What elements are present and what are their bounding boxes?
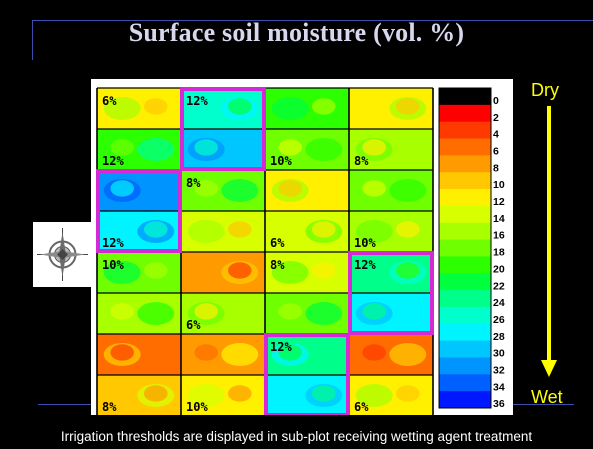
colorbar-swatch [439, 357, 491, 374]
threshold-label: 8% [102, 400, 117, 414]
moisture-texture [389, 343, 426, 366]
colorbar-swatch [439, 206, 491, 223]
colorbar-swatch [439, 105, 491, 122]
moisture-texture [228, 221, 252, 237]
colorbar-swatch [439, 273, 491, 290]
moisture-texture [305, 302, 342, 325]
moisture-texture [312, 221, 336, 237]
colorbar-swatch [439, 223, 491, 240]
colorbar-swatch [439, 256, 491, 273]
threshold-label: 8% [270, 258, 285, 272]
moisture-texture [272, 97, 309, 120]
moisture-texture [362, 344, 386, 360]
moisture-texture [396, 221, 420, 237]
colorbar-tick-label: 34 [493, 381, 505, 393]
colorbar-swatch [439, 122, 491, 139]
colorbar-swatch [439, 391, 491, 408]
threshold-label: 8% [186, 176, 201, 190]
moisture-texture [312, 262, 336, 278]
colorbar-swatch [439, 324, 491, 341]
moisture-texture [110, 180, 134, 196]
dry-label: Dry [531, 80, 559, 101]
threshold-label: 10% [102, 258, 124, 272]
colorbar-tick-label: 8 [493, 162, 499, 174]
moisture-texture [144, 262, 168, 278]
threshold-label: 6% [270, 236, 285, 250]
colorbar-tick-label: 12 [493, 196, 505, 208]
colorbar-swatch [439, 172, 491, 189]
threshold-label: 10% [270, 154, 292, 168]
moisture-heatmap: 6% 12% 12% 10% 8% 12% 8% 6% 10% 10% 6% 8% 12% 8% 10% 12… [91, 79, 513, 415]
colorbar-tick-label: 16 [493, 230, 505, 242]
threshold-label: 6% [354, 400, 369, 414]
threshold-label: 8% [354, 154, 369, 168]
threshold-label: 12% [354, 258, 376, 272]
arrow-down-icon [540, 106, 558, 378]
moisture-texture [396, 98, 420, 114]
moisture-texture [110, 303, 134, 319]
moisture-texture [137, 302, 174, 325]
colorbar-swatch [439, 307, 491, 324]
moisture-texture [362, 180, 386, 196]
moisture-texture [194, 139, 218, 155]
moisture-texture [278, 303, 302, 319]
moisture-texture [305, 138, 342, 161]
threshold-label: 12% [102, 154, 124, 168]
colorbar-swatch [439, 374, 491, 391]
threshold-label: 6% [186, 318, 201, 332]
colorbar-tick-label: 22 [493, 280, 505, 292]
colorbar-swatch [439, 240, 491, 257]
moisture-texture [228, 385, 252, 401]
moisture-texture [110, 344, 134, 360]
colorbar-tick-label: 10 [493, 179, 505, 191]
moisture-texture [396, 262, 420, 278]
moisture-texture [144, 221, 168, 237]
colorbar-tick-label: 26 [493, 314, 505, 326]
colorbar-swatch [439, 341, 491, 358]
colorbar-tick-label: 24 [493, 297, 505, 309]
moisture-texture [389, 179, 426, 202]
wet-label: Wet [531, 387, 563, 408]
colorbar-tick-label: 2 [493, 112, 499, 124]
threshold-label: 12% [102, 236, 124, 250]
moisture-texture [312, 98, 336, 114]
moisture-texture [396, 385, 420, 401]
colorbar-tick-label: 28 [493, 331, 505, 343]
threshold-label: 10% [354, 236, 376, 250]
moisture-texture [228, 262, 252, 278]
moisture-texture [362, 303, 386, 319]
colorbar-tick-label: 0 [493, 95, 499, 107]
slide-title: Surface soil moisture (vol. %) [0, 18, 593, 48]
moisture-texture [221, 179, 258, 202]
colorbar-tick-label: 36 [493, 398, 505, 410]
colorbar-tick-label: 32 [493, 364, 505, 376]
colorbar-swatch [439, 88, 491, 105]
threshold-label: 6% [102, 94, 117, 108]
colorbar-swatch [439, 139, 491, 156]
colorbar-tick-label: 18 [493, 247, 505, 259]
chart-panel: 6% 12% 12% 10% 8% 12% 8% 6% 10% 10% 6% 8% 12% 8% 10% 12… [91, 79, 513, 415]
colorbar-tick-label: 6 [493, 146, 499, 158]
moisture-texture [188, 220, 225, 243]
moisture-texture [144, 385, 168, 401]
footnote: Irrigation thresholds are displayed in s… [0, 429, 593, 444]
threshold-label: 10% [186, 400, 208, 414]
moisture-texture [194, 344, 218, 360]
colorbar-swatch [439, 155, 491, 172]
moisture-texture [312, 385, 336, 401]
compass-rose-icon [33, 222, 92, 287]
moisture-texture [144, 98, 168, 114]
threshold-label: 12% [270, 340, 292, 354]
colorbar-tick-label: 30 [493, 348, 505, 360]
moisture-texture [221, 343, 258, 366]
colorbar-swatch [439, 189, 491, 206]
colorbar-tick-label: 20 [493, 263, 505, 275]
colorbar-swatch [439, 290, 491, 307]
colorbar-tick-label: 14 [493, 213, 505, 225]
moisture-texture [278, 180, 302, 196]
threshold-label: 12% [186, 94, 208, 108]
moisture-texture [137, 138, 174, 161]
moisture-texture [228, 98, 252, 114]
colorbar-tick-label: 4 [493, 129, 499, 141]
